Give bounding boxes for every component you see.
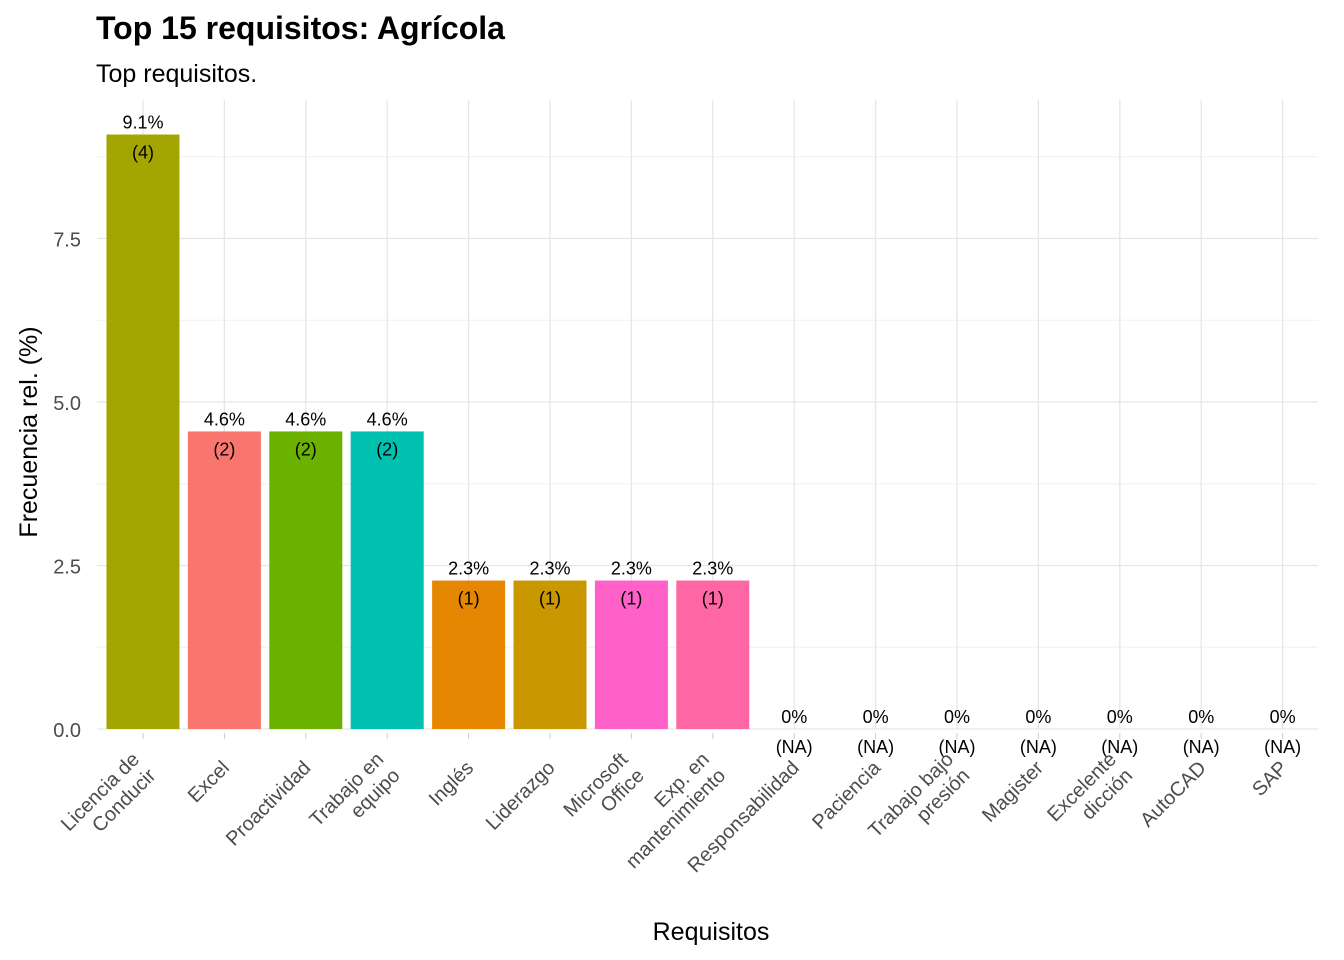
- y-tick-label: 7.5: [53, 230, 81, 252]
- bar: [106, 134, 180, 729]
- chart-title: Top 15 requisitos: Agrícola: [96, 10, 505, 46]
- pct-label: 4.6%: [367, 409, 408, 429]
- x-tick-label: Licencia deConducir: [57, 748, 161, 852]
- pct-label: 0%: [1270, 707, 1296, 727]
- pct-label: 4.6%: [204, 409, 245, 429]
- y-tick-label: 5.0: [53, 393, 81, 415]
- bar: [432, 580, 506, 729]
- x-axis: Licencia deConducir ExcelProactividadTrab…: [57, 733, 1292, 877]
- count-label: (4): [132, 143, 154, 163]
- count-label: (2): [213, 439, 235, 459]
- pct-label: 4.6%: [285, 409, 326, 429]
- pct-label: 0%: [863, 707, 889, 727]
- bar: [269, 431, 343, 729]
- count-label: (NA): [1101, 737, 1138, 757]
- x-tick-label: MicrosoftOffice: [560, 748, 649, 837]
- count-label: (1): [458, 589, 480, 609]
- bar: [513, 580, 587, 729]
- x-tick-label: Inglés: [425, 757, 478, 810]
- bar: [676, 580, 750, 729]
- y-tick-label: 2.5: [53, 557, 81, 579]
- x-tick-label: AutoCAD: [1136, 757, 1211, 832]
- pct-label: 0%: [781, 707, 807, 727]
- x-tick-label: Excelentedicción: [1043, 748, 1137, 842]
- y-axis: 0.0 2.5 5.0 7.5: [53, 230, 81, 743]
- chart-subtitle: Top requisitos.: [96, 60, 258, 88]
- count-label: (1): [539, 589, 561, 609]
- pct-label: 0%: [1107, 707, 1133, 727]
- count-label: (NA): [939, 737, 976, 757]
- count-label: (2): [295, 439, 317, 459]
- pct-label: 0%: [1025, 707, 1051, 727]
- bars: [106, 134, 750, 729]
- pct-label: 2.3%: [448, 559, 489, 579]
- x-tick-label: Magister: [978, 757, 1048, 827]
- count-label: (NA): [1264, 737, 1301, 757]
- x-tick-label: SAP: [1248, 757, 1292, 801]
- x-tick-label: Liderazgo: [482, 757, 560, 835]
- x-tick-label: Proactividad: [222, 757, 315, 850]
- pct-label: 2.3%: [692, 559, 733, 579]
- count-label: (2): [376, 439, 398, 459]
- count-label: (1): [702, 589, 724, 609]
- count-label: (1): [620, 589, 642, 609]
- x-tick-label: Trabajo bajopresión: [864, 748, 974, 858]
- y-axis-title: Frecuencia rel. (%): [15, 326, 43, 537]
- pct-label: 0%: [1188, 707, 1214, 727]
- count-label: (NA): [857, 737, 894, 757]
- count-label: (NA): [1183, 737, 1220, 757]
- pct-label: 9.1%: [122, 113, 163, 133]
- bar: [187, 431, 261, 729]
- pct-label: 2.3%: [611, 559, 652, 579]
- data-labels: 9.1% (4) 4.6% (2) 4.6% (2) 4.6% (2) 2.3% (1) 2.3% (…: [122, 113, 1301, 757]
- bar: [350, 431, 424, 729]
- x-tick-label: Excel: [184, 757, 234, 807]
- y-tick-label: 0.0: [53, 720, 81, 742]
- x-axis-title: Requisitos: [653, 918, 770, 946]
- count-label: (NA): [776, 737, 813, 757]
- count-label: (NA): [1020, 737, 1057, 757]
- x-tick-label: Trabajo enequipo: [306, 748, 405, 847]
- pct-label: 0%: [944, 707, 970, 727]
- bar: [594, 580, 668, 729]
- pct-label: 2.3%: [529, 559, 570, 579]
